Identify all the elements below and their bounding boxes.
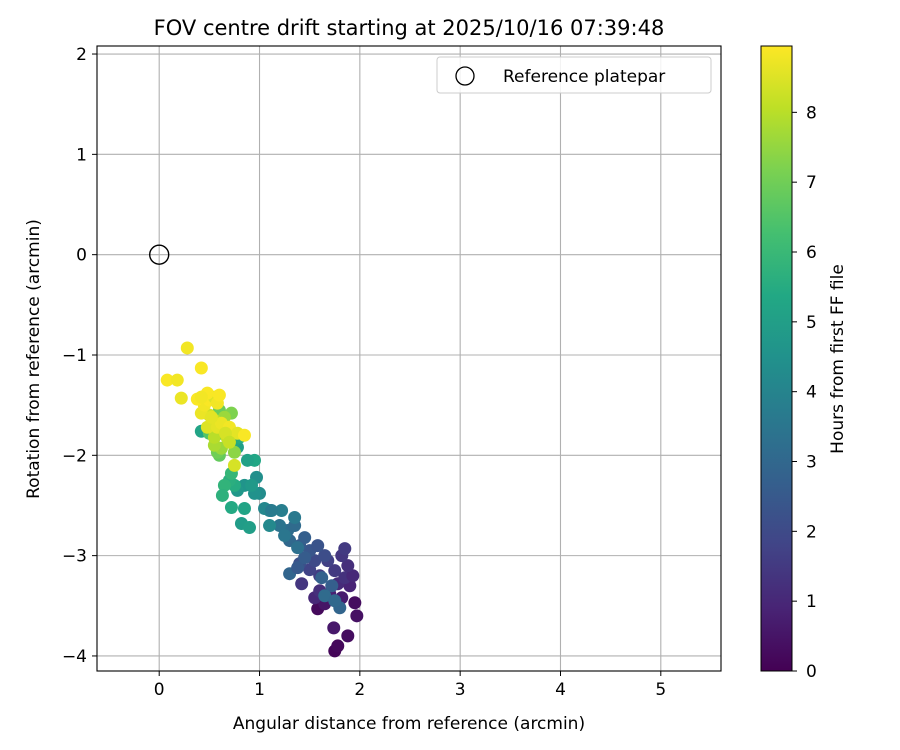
x-axis-label: Angular distance from reference (arcmin) xyxy=(233,714,585,734)
data-point xyxy=(212,388,226,402)
colorbar-tick-label: 0 xyxy=(806,662,817,682)
reference-marker-layer xyxy=(148,244,170,265)
data-point xyxy=(227,445,241,459)
y-tick-label: −1 xyxy=(62,346,87,366)
data-point xyxy=(244,478,258,492)
data-point xyxy=(298,531,312,545)
colorbar-label: Hours from first FF file xyxy=(828,264,848,454)
colorbar-tick-label: 6 xyxy=(806,243,817,263)
data-point xyxy=(237,428,251,442)
chart-title: FOV centre drift starting at 2025/10/16 … xyxy=(154,16,665,40)
colorbar-ticks: 0 1 2 3 4 5 6 7 8 xyxy=(792,103,817,682)
x-tick-label: 2 xyxy=(354,680,365,700)
data-point xyxy=(160,373,174,387)
data-point xyxy=(328,564,342,578)
colorbar-tick-label: 2 xyxy=(806,522,817,542)
data-point xyxy=(298,551,312,565)
data-point xyxy=(291,561,305,575)
data-point xyxy=(325,579,339,593)
legend-label: Reference platepar xyxy=(503,67,665,87)
data-point xyxy=(215,488,229,502)
data-point xyxy=(242,521,256,535)
data-point xyxy=(348,596,362,610)
data-point xyxy=(331,639,345,653)
data-point xyxy=(346,569,360,583)
plot-area xyxy=(97,46,721,671)
data-point xyxy=(200,420,214,434)
y-tick-label: −3 xyxy=(62,547,87,567)
colorbar-tick-label: 8 xyxy=(806,103,817,123)
colorbar-tick-label: 4 xyxy=(806,383,817,403)
colorbar-tick-label: 3 xyxy=(806,453,817,473)
data-point xyxy=(278,529,292,543)
data-point xyxy=(227,458,241,472)
x-tick-label: 3 xyxy=(455,680,466,700)
data-point xyxy=(194,390,208,404)
data-point xyxy=(174,391,188,405)
colorbar-tick-label: 1 xyxy=(806,592,817,612)
data-point xyxy=(273,519,287,533)
y-tick-label: 1 xyxy=(76,145,87,165)
data-point xyxy=(318,549,332,563)
y-tick-label: 0 xyxy=(76,246,87,266)
grid xyxy=(97,46,721,671)
data-point xyxy=(338,542,352,556)
data-point xyxy=(328,594,342,608)
y-tick-label: −2 xyxy=(62,446,87,466)
y-axis-label: Rotation from reference (arcmin) xyxy=(24,219,44,499)
colorbar-tick-label: 5 xyxy=(806,313,817,333)
y-tick-label: −4 xyxy=(62,647,87,667)
data-point xyxy=(275,503,289,517)
colorbar xyxy=(760,45,793,672)
data-point xyxy=(315,571,329,585)
data-point xyxy=(240,453,254,467)
data-point xyxy=(318,589,332,603)
data-point xyxy=(224,500,238,514)
data-point xyxy=(295,577,309,591)
x-tick-label: 5 xyxy=(655,680,666,700)
data-point xyxy=(170,373,184,387)
legend-box xyxy=(436,56,712,94)
x-tick-label: 1 xyxy=(254,680,265,700)
data-point xyxy=(265,503,279,517)
data-point xyxy=(204,410,218,424)
axis-ticks: 0 1 2 3 4 5 −4 −3 −2 −1 0 1 2 xyxy=(62,45,666,700)
data-points xyxy=(160,341,364,658)
data-point xyxy=(350,609,364,623)
data-point xyxy=(180,341,194,355)
data-point xyxy=(217,478,231,492)
legend-marker xyxy=(455,66,475,86)
data-point xyxy=(263,519,277,533)
x-tick-label: 0 xyxy=(154,680,165,700)
plot-frame xyxy=(96,45,722,672)
data-point xyxy=(288,511,302,525)
data-point xyxy=(311,539,325,553)
data-point xyxy=(308,554,322,568)
data-point xyxy=(222,435,236,449)
colorbar-tick-label: 7 xyxy=(806,173,817,193)
reference-platepar-marker xyxy=(148,244,170,265)
y-tick-label: 2 xyxy=(76,45,87,65)
data-point xyxy=(327,621,341,635)
data-point xyxy=(341,629,355,643)
x-tick-label: 4 xyxy=(555,680,566,700)
data-point xyxy=(237,501,251,515)
data-point xyxy=(207,430,221,444)
legend: Reference platepar xyxy=(436,56,712,94)
data-point xyxy=(341,559,355,573)
data-point xyxy=(291,541,305,555)
data-point xyxy=(194,361,208,375)
